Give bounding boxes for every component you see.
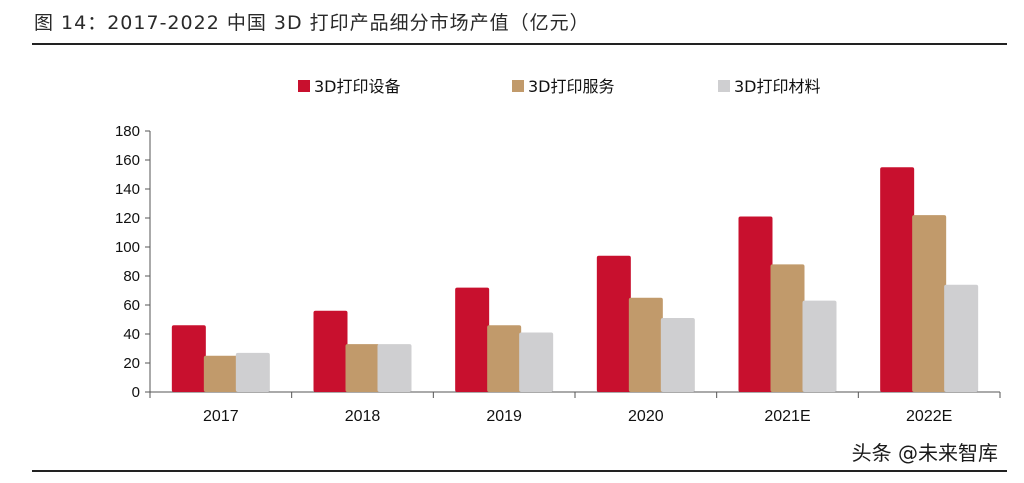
y-tick-label: 140 <box>115 181 140 198</box>
bar <box>377 344 412 392</box>
chart-title: 图 14：2017-2022 中国 3D 打印产品细分市场产值（亿元） <box>34 12 590 34</box>
bar <box>596 255 631 392</box>
bar <box>770 264 805 392</box>
bar <box>487 325 522 392</box>
x-tick-label: 2019 <box>486 408 522 425</box>
bar <box>313 310 348 392</box>
bar <box>880 167 915 392</box>
x-tick-label: 2020 <box>628 408 664 425</box>
legend-swatch <box>512 80 524 92</box>
legend: 3D打印设备 3D打印服务 3D打印材料 <box>298 77 821 96</box>
bar <box>171 325 206 392</box>
bottom-rule <box>32 470 1007 472</box>
legend-swatch <box>718 80 730 92</box>
legend-label: 3D打印设备 <box>314 77 401 96</box>
bar <box>738 216 773 392</box>
bar <box>235 352 270 392</box>
legend-label: 3D打印材料 <box>734 77 821 96</box>
y-tick-label: 60 <box>123 297 140 314</box>
y-tick-label: 160 <box>115 152 140 169</box>
bar <box>944 284 979 392</box>
y-tick-label: 120 <box>115 210 140 227</box>
legend-label: 3D打印服务 <box>528 77 615 96</box>
x-axis: 2017 2018 2019 2020 2021E 2022E <box>149 391 1001 425</box>
y-tick-label: 20 <box>123 355 140 372</box>
y-tick-label: 80 <box>123 268 140 285</box>
bars <box>171 167 979 392</box>
y-tick-label: 0 <box>132 384 140 401</box>
bar <box>519 332 554 392</box>
bar <box>660 318 695 392</box>
x-tick-label: 2021E <box>764 408 810 425</box>
bar <box>455 287 490 392</box>
bar <box>345 344 380 392</box>
bar <box>628 297 663 392</box>
bar <box>912 215 947 392</box>
top-rule <box>32 43 1007 45</box>
y-tick-label: 180 <box>115 123 140 140</box>
bar <box>802 300 837 392</box>
legend-swatch <box>298 80 310 92</box>
y-tick-label: 100 <box>115 239 140 256</box>
watermark: 头条 @未来智库 <box>851 441 998 465</box>
y-tick-label: 40 <box>123 326 140 343</box>
x-tick-label: 2017 <box>203 408 239 425</box>
y-axis: 0 20 40 60 80 100 120 140 160 180 <box>115 123 151 401</box>
x-tick-label: 2018 <box>345 408 381 425</box>
bar <box>203 355 238 392</box>
x-tick-label: 2022E <box>906 408 952 425</box>
